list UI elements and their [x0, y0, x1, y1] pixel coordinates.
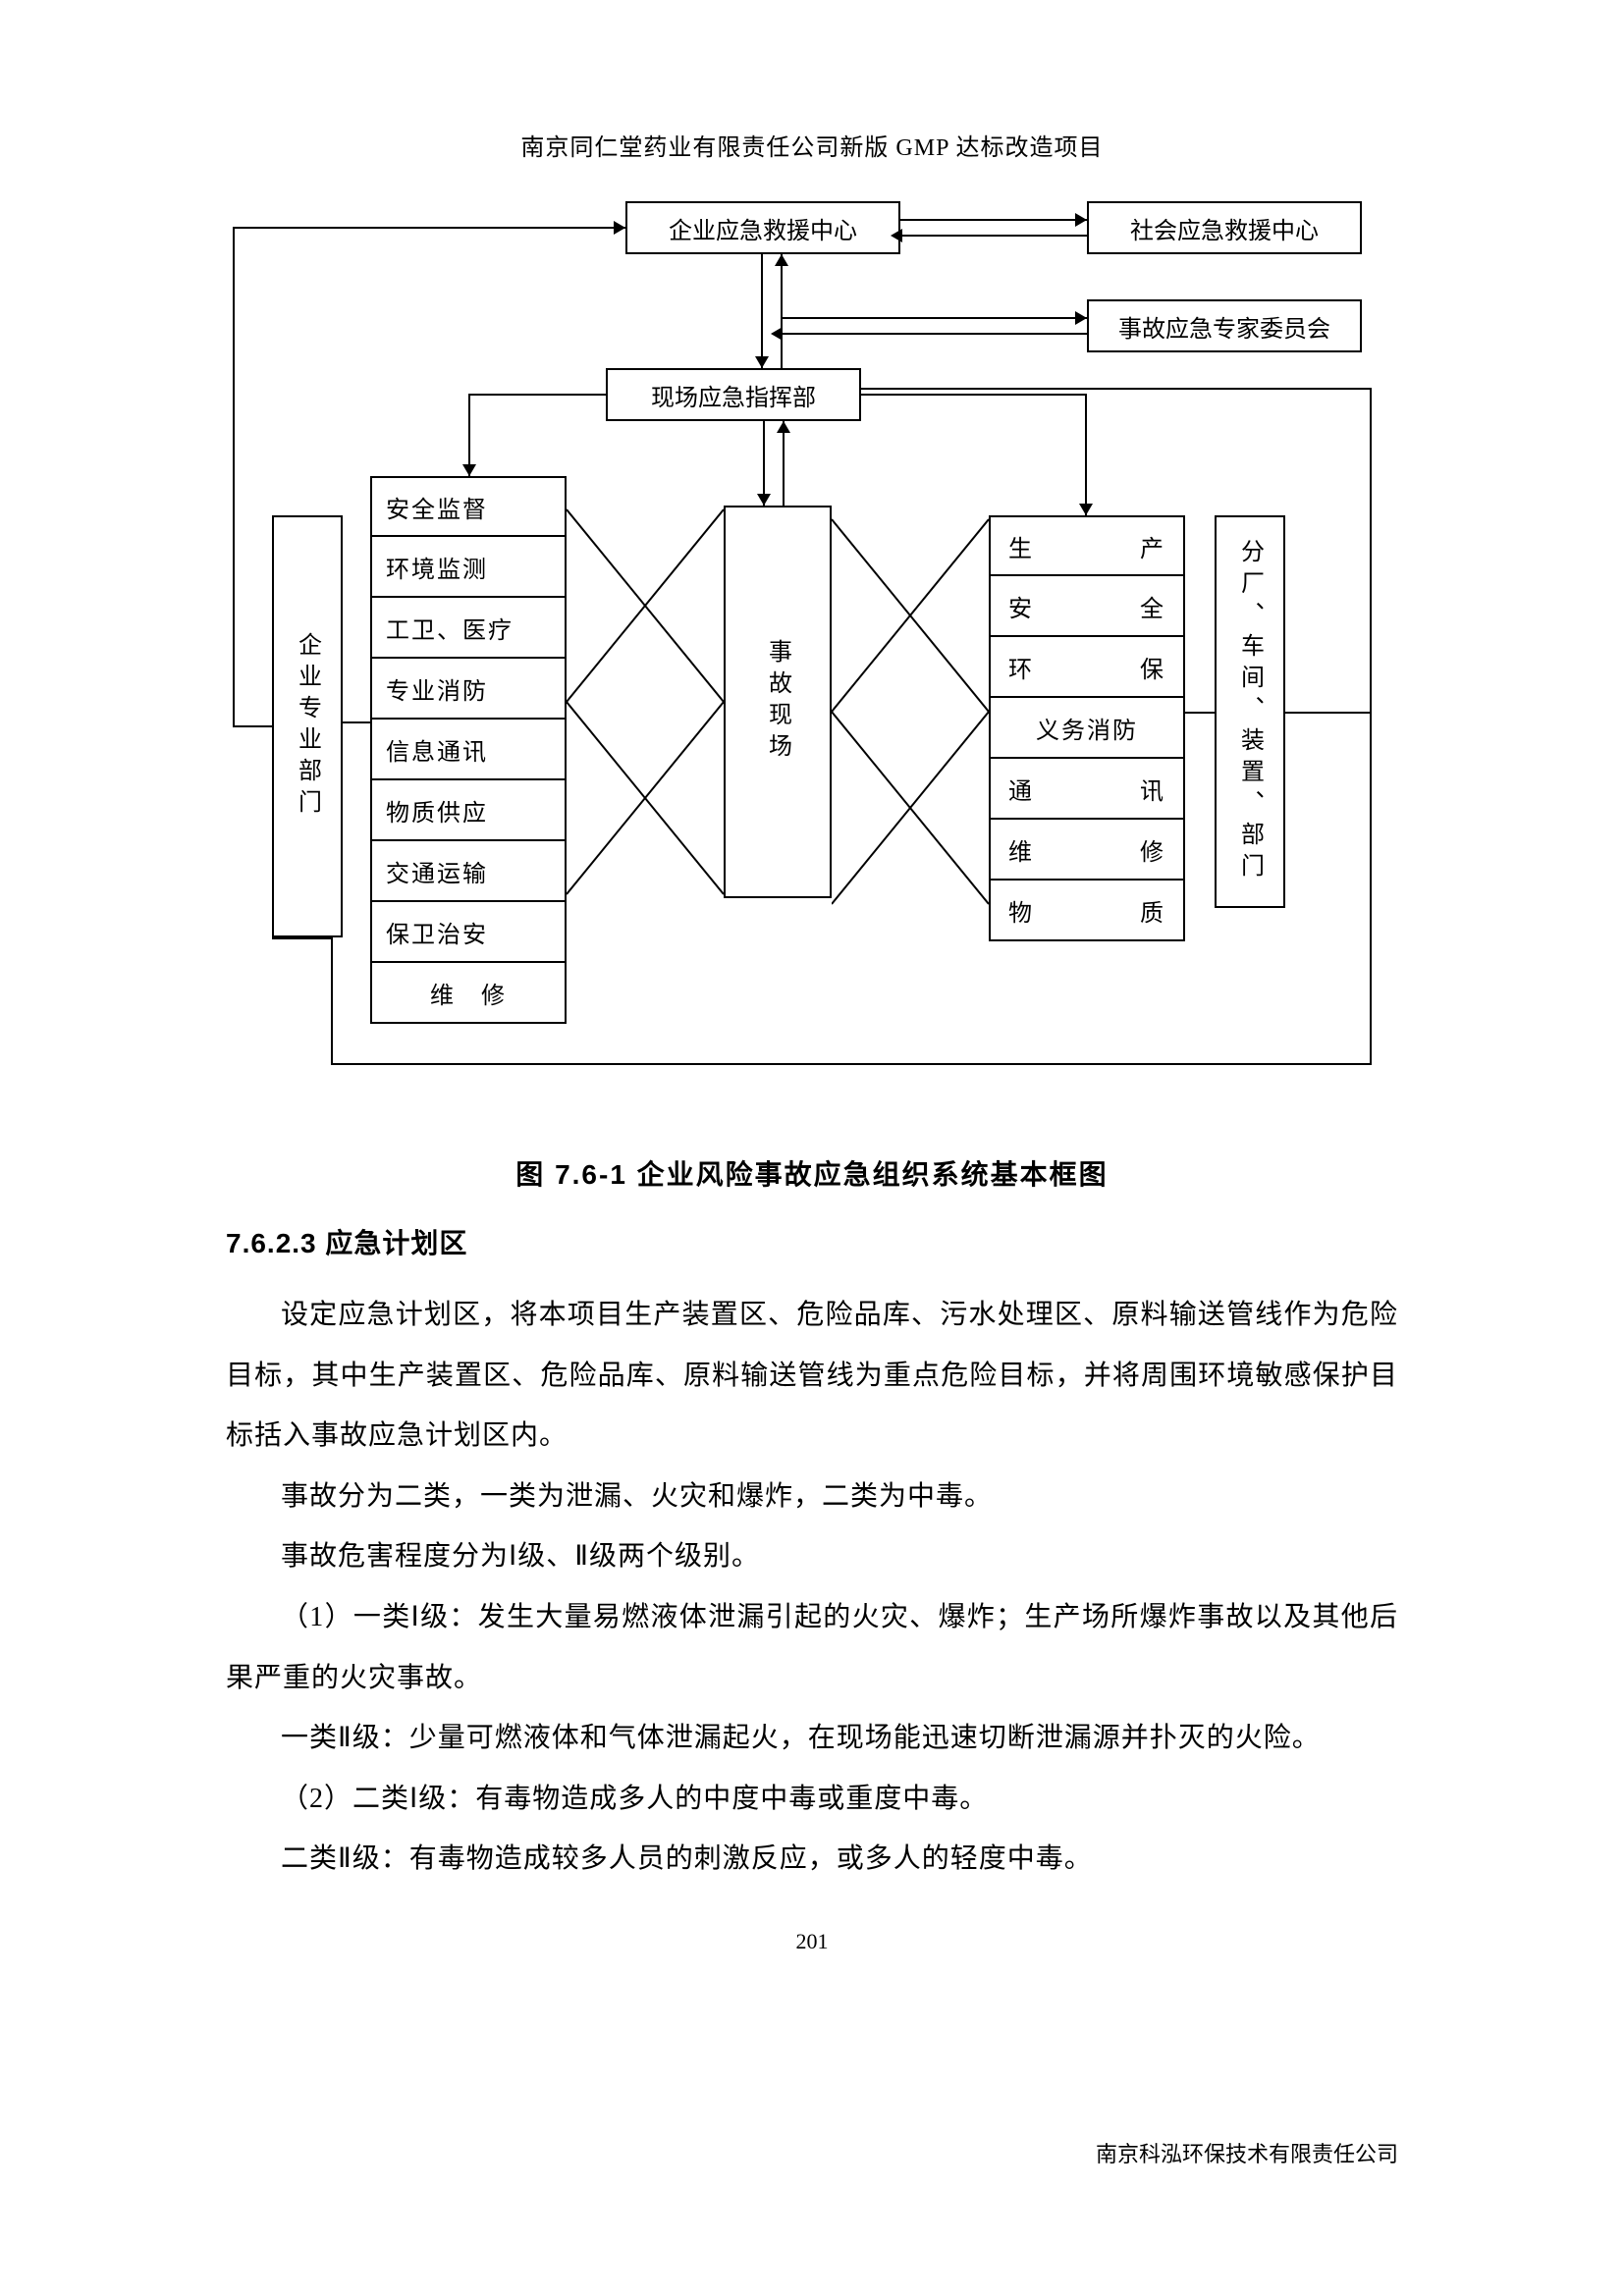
node-enterprise-center: 企业应急救援中心	[625, 201, 900, 254]
page-number: 201	[226, 1929, 1398, 1954]
left-item: 环境监测	[370, 537, 567, 598]
paragraph: 一类Ⅱ级：少量可燃液体和气体泄漏起火，在现场能迅速切断泄漏源并扑灭的火险。	[226, 1708, 1398, 1769]
left-stack: 安全监督 环境监测 工卫、医疗 专业消防 信息通讯 物质供应 交通运输 保卫治安…	[370, 476, 567, 1024]
right-item: 义务消防	[989, 698, 1185, 759]
section-title: 7.6.2.3 应急计划区	[226, 1222, 1398, 1261]
paragraph: 设定应急计划区，将本项目生产装置区、危险品库、污水处理区、原料输送管线作为危险目…	[226, 1285, 1398, 1467]
node-command: 现场应急指挥部	[606, 368, 861, 421]
org-diagram: 企业应急救援中心 社会应急救援中心 事故应急专家委员会 现场应急指挥部 企业专业…	[233, 201, 1391, 1104]
node-dept-label: 企业专业部门	[272, 515, 343, 937]
paragraph: 二类Ⅱ级：有毒物造成较多人员的刺激反应，或多人的轻度中毒。	[226, 1829, 1398, 1890]
node-social-center: 社会应急救援中心	[1087, 201, 1362, 254]
right-item: 安全	[989, 576, 1185, 637]
right-item: 物质	[989, 881, 1185, 941]
page-header: 南京同仁堂药业有限责任公司新版 GMP 达标改造项目	[226, 128, 1398, 162]
right-item: 维修	[989, 820, 1185, 881]
left-item: 保卫治安	[370, 902, 567, 963]
node-expert-committee: 事故应急专家委员会	[1087, 299, 1362, 352]
figure-caption: 图 7.6-1 企业风险事故应急组织系统基本框图	[226, 1153, 1398, 1193]
left-item: 物质供应	[370, 780, 567, 841]
left-item: 信息通讯	[370, 720, 567, 780]
right-item: 通讯	[989, 759, 1185, 820]
paragraph: 事故危害程度分为Ⅰ级、Ⅱ级两个级别。	[226, 1526, 1398, 1587]
x-connector-right	[832, 515, 989, 908]
left-item: 专业消防	[370, 659, 567, 720]
left-item: 交通运输	[370, 841, 567, 902]
right-item: 生产	[989, 515, 1185, 576]
left-item: 维 修	[370, 963, 567, 1024]
node-scene: 事故现场	[724, 506, 832, 898]
paragraph: （1）一类Ⅰ级：发生大量易燃液体泄漏引起的火灾、爆炸；生产场所爆炸事故以及其他后…	[226, 1587, 1398, 1708]
footer: 南京科泓环保技术有限责任公司	[1096, 2137, 1398, 2168]
body-text: 设定应急计划区，将本项目生产装置区、危险品库、污水处理区、原料输送管线作为危险目…	[226, 1285, 1398, 1890]
left-item: 安全监督	[370, 476, 567, 537]
node-factory-label: 分厂、车间、装置、部门	[1215, 515, 1285, 908]
paragraph: 事故分为二类，一类为泄漏、火灾和爆炸，二类为中毒。	[226, 1467, 1398, 1527]
paragraph: （2）二类Ⅰ级：有毒物造成多人的中度中毒或重度中毒。	[226, 1769, 1398, 1830]
left-item: 工卫、医疗	[370, 598, 567, 659]
right-stack: 生产 安全 环保 义务消防 通讯 维修 物质	[989, 515, 1185, 941]
x-connector-left	[567, 506, 724, 898]
right-item: 环保	[989, 637, 1185, 698]
